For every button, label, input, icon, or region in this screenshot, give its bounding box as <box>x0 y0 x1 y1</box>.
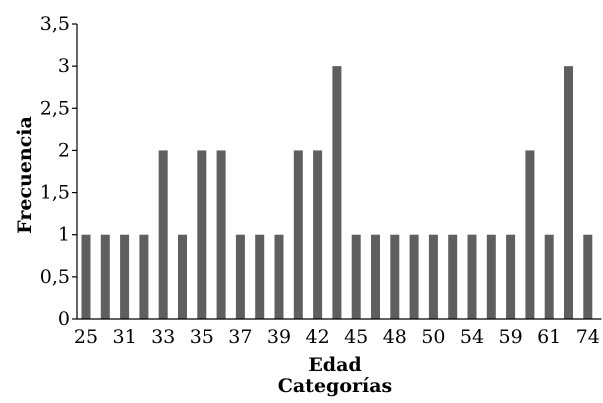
bar <box>216 150 226 319</box>
x-tick-label: 33 <box>151 326 175 348</box>
y-tick-label: 2 <box>58 139 70 161</box>
bar <box>390 234 400 319</box>
bar <box>120 234 130 319</box>
y-tick-label: 0,5 <box>40 266 70 288</box>
bar <box>583 234 593 319</box>
bar <box>448 234 458 319</box>
y-axis-title: Frecuencia <box>14 116 36 234</box>
bar <box>313 150 323 319</box>
bar <box>564 66 573 320</box>
x-tick-label: 61 <box>537 326 561 348</box>
y-tick-label: 2,5 <box>40 97 70 119</box>
y-axis: 0 0,5 1 1,5 2 2,5 3 3,5 <box>40 13 78 330</box>
x-axis-subtitle: Categorías <box>278 375 393 397</box>
x-tick-label: 74 <box>576 326 600 348</box>
bar <box>467 234 477 319</box>
bar <box>525 150 535 319</box>
x-tick-label: 25 <box>74 326 98 348</box>
x-tick-label: 45 <box>344 326 368 348</box>
bar <box>544 234 554 319</box>
bar <box>274 234 284 319</box>
bar <box>428 234 438 319</box>
bar <box>158 150 168 319</box>
x-tick-label: 37 <box>228 326 252 348</box>
bar <box>100 234 110 319</box>
bar <box>409 234 419 319</box>
x-tick-label: 42 <box>306 326 330 348</box>
y-tick-label: 0 <box>58 308 70 330</box>
x-axis-title: Edad <box>308 354 361 376</box>
bars <box>81 66 593 320</box>
bar <box>139 234 149 319</box>
x-tick-label: 54 <box>460 326 484 348</box>
bar <box>178 234 187 319</box>
y-tick-label: 1,5 <box>40 182 70 204</box>
x-tick-label: 31 <box>113 326 137 348</box>
y-tick-label: 1 <box>58 224 70 246</box>
bar <box>332 66 342 320</box>
x-tick-label: 50 <box>421 326 445 348</box>
bar <box>197 150 207 319</box>
y-tick-label: 3,5 <box>40 13 70 35</box>
x-axis: 25 31 33 35 37 39 42 45 48 50 54 59 61 74 <box>74 318 602 348</box>
bar <box>293 150 303 319</box>
x-tick-label: 48 <box>383 326 407 348</box>
x-tick-label: 35 <box>190 326 214 348</box>
bar <box>486 234 496 319</box>
bar <box>81 234 91 319</box>
bar <box>351 234 361 319</box>
bar <box>506 234 516 319</box>
x-tick-label: 39 <box>267 326 291 348</box>
x-tick-label: 59 <box>499 326 523 348</box>
bar <box>255 234 265 319</box>
bar <box>371 234 380 319</box>
bar <box>235 234 245 319</box>
y-tick-label: 3 <box>58 55 70 77</box>
